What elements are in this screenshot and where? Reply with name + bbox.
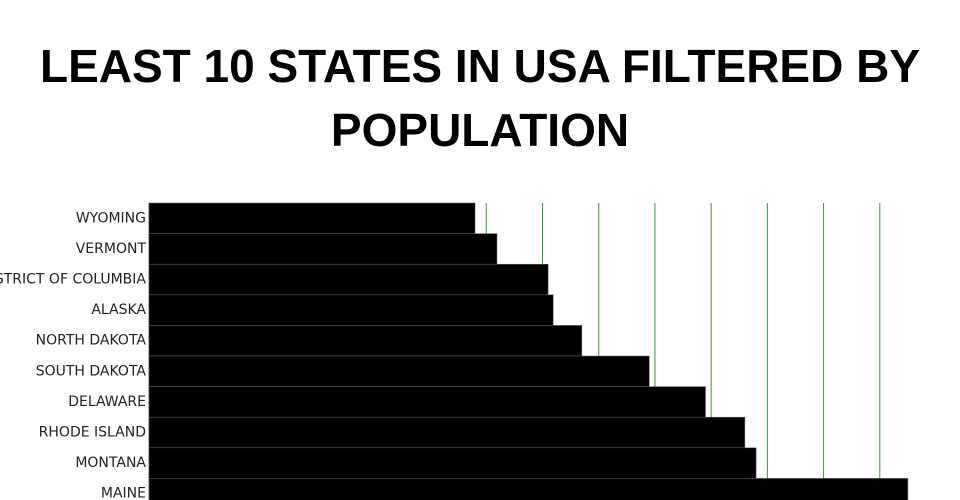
y-tick-label: NORTH DAKOTA — [36, 333, 147, 349]
y-tick-label: ALASKA — [91, 302, 146, 318]
y-tick-label: WYOMING — [76, 210, 146, 226]
bar — [148, 447, 757, 479]
y-tick-label: RHODE ISLAND — [39, 425, 146, 441]
y-tick-label: SOUTH DAKOTA — [36, 363, 147, 379]
bar — [148, 325, 583, 357]
bar — [148, 478, 909, 500]
y-tick-label: MAINE — [101, 486, 146, 500]
bar — [148, 263, 549, 296]
y-tick-label: VERMONT — [76, 241, 147, 257]
y-tick-label: MONTANA — [75, 455, 146, 471]
bar — [148, 355, 650, 387]
bar — [148, 233, 498, 265]
y-tick-label: DELAWARE — [68, 394, 146, 410]
bar — [148, 294, 554, 326]
chart-title: LEAST 10 STATES IN USA FILTERED BY POPUL… — [39, 40, 921, 156]
bar — [148, 202, 476, 234]
y-tick-label: DISTRICT OF COLUMBIA — [0, 272, 146, 288]
bar — [148, 416, 746, 449]
bar — [148, 386, 706, 418]
